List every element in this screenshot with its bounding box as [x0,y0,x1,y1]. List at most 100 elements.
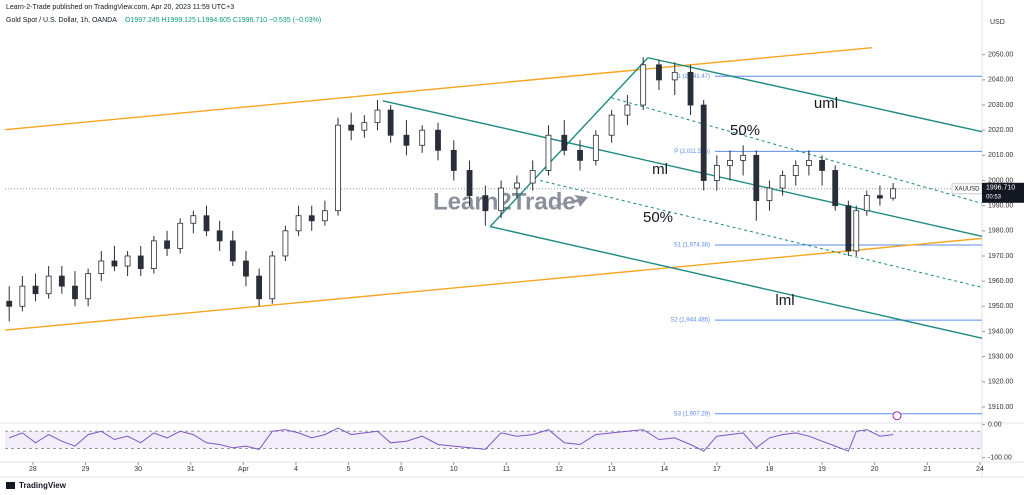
candle-body [514,182,520,189]
candle-body [243,260,249,277]
trend-line [382,100,982,238]
candle-body [727,159,733,166]
candle-body [498,187,505,212]
candle-body [466,170,473,197]
y-tick-label: 1990.00 [988,203,1013,210]
x-tick-label: 12 [555,466,563,473]
trend-line [647,57,982,133]
pivot-label: P (2,011.575) [674,149,710,155]
trend-line [5,46,873,131]
y-tick-label: 1940.00 [988,328,1013,335]
x-tick-label: 17 [713,466,721,473]
median-half-line [611,97,982,204]
candle-body [419,129,426,146]
y-tick-label: 2030.00 [988,102,1013,109]
candle-body [203,215,210,232]
footer-logo: TradingView [6,481,67,490]
candle-body [45,275,52,295]
x-tick-label: 30 [134,466,142,473]
candle-body [700,104,707,181]
pivot-label: S2 (1,944.485) [670,318,710,324]
pivot-label: S3 (1,907.29) [674,411,710,417]
candle-body [348,124,355,131]
currency: USD [990,19,1005,26]
candle-body [624,104,631,116]
candle-body [111,260,118,267]
x-tick-label: 11 [503,466,510,473]
candle-body [482,195,489,212]
candle-body [6,300,13,307]
candle-body [608,114,615,136]
y-tick-label: 2050.00 [988,52,1013,59]
candle-body [450,149,457,171]
candle-body [85,273,92,300]
x-tick-label: 14 [660,466,668,473]
candle-body [792,165,799,176]
x-tick-label: 20 [871,466,879,473]
candle-body [19,285,26,307]
pivot-label: S1 (1,974.38) [674,243,710,249]
oscillator-tick-label: -100.00 [988,455,1012,462]
candle-body [529,170,536,184]
y-tick-label: 1950.00 [988,303,1013,310]
candle-body [150,240,157,269]
candle-body [308,215,315,222]
symbol-label: XAUUSD [954,186,980,192]
x-tick-label: 21 [923,466,931,473]
candle-body [190,215,197,224]
candle-body [863,195,870,212]
publisher: Learn-2-Trade published on TradingView.c… [6,4,234,11]
watermark-arrow [548,195,588,207]
candle-body [403,134,410,146]
candle-body [32,285,39,295]
x-tick-label: Apr [238,466,250,473]
candle-body [561,134,568,151]
candle-body [435,129,441,151]
trend-line [489,57,649,228]
trend-line [489,225,982,339]
x-tick-label: 5 [347,466,351,473]
y-tick-label: 2040.00 [988,77,1013,84]
candle-body [877,195,883,199]
candle-body [72,285,78,300]
candle-body [713,165,720,181]
annotation: ml [652,161,668,178]
logo-icon [6,482,15,489]
candle-body [832,170,839,207]
x-tick-label: 31 [187,466,195,473]
candle-body [229,240,236,262]
candle-body [58,275,65,287]
candle-body [335,124,341,212]
candle-body [853,210,860,252]
candle-body [753,154,760,202]
x-tick-label: 24 [976,466,984,473]
annotation: 50% [730,122,760,139]
candle-body [361,122,368,131]
candle-body [164,240,170,249]
x-tick-label: 28 [29,466,37,473]
candle-body [656,64,662,81]
annotation: uml [814,95,838,112]
candle-body [387,109,394,136]
candle-body [640,64,647,106]
candle-body [845,205,852,252]
candle-body [374,109,381,124]
annotation: 50% [643,209,673,226]
x-tick-label: 29 [82,466,90,473]
oscillator-line [9,427,894,452]
y-tick-label: 1910.00 [988,404,1013,411]
y-tick-label: 1930.00 [988,353,1013,360]
x-tick-label: 6 [399,466,403,473]
countdown-label: 00:53 [986,194,1002,200]
x-tick-label: 18 [766,466,774,473]
oscillator-band [5,431,982,449]
candle-body [137,255,144,269]
candle-body [282,230,289,257]
candle-body [295,215,302,232]
candle-body [819,159,825,171]
alert-icon [892,411,902,421]
candle-body [806,159,812,166]
candle-body [216,230,223,242]
